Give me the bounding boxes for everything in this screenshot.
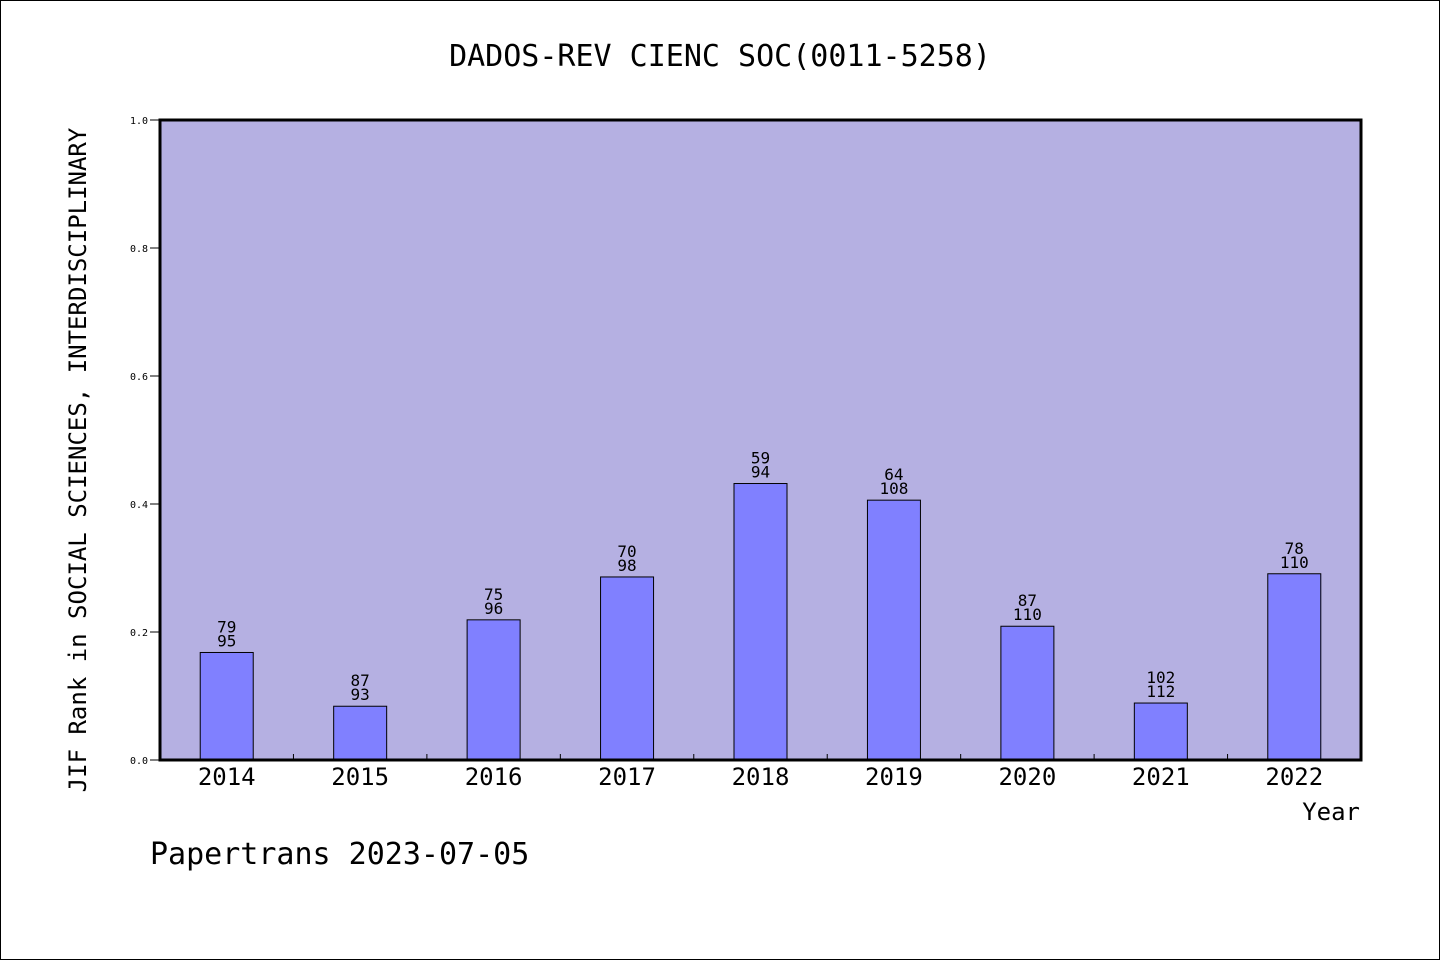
x-axis-label: Year	[1302, 798, 1360, 826]
bar-rank-label: 70	[617, 542, 636, 561]
bar-total-label: 94	[751, 463, 770, 482]
bar-2014	[199, 651, 254, 761]
bar-total-label: 95	[217, 631, 236, 650]
y-tick-label: 0.4	[130, 500, 148, 511]
bar-total-label: 93	[351, 685, 370, 704]
bar-2018	[733, 483, 788, 761]
bar-2021	[1133, 702, 1188, 761]
x-tick-label: 2018	[732, 763, 790, 791]
bar-rank-label: 87	[1018, 591, 1037, 610]
y-tick-label: 0.2	[130, 628, 148, 639]
x-tick-label: 2015	[331, 763, 389, 791]
x-tick-label: 2020	[998, 763, 1056, 791]
bar-total-label: 108	[879, 479, 908, 498]
bar-2019	[866, 499, 921, 761]
bar-rank-label: 87	[351, 671, 370, 690]
bar-rank-label: 75	[484, 585, 503, 604]
y-tick-label: 0.6	[130, 372, 148, 383]
y-axis: 0.0 0.2 0.4 0.6 0.8 1.0	[130, 116, 160, 767]
bar-2020	[1000, 625, 1055, 761]
bar-total-label: 110	[1280, 553, 1309, 572]
plot-frame	[158, 118, 1363, 762]
bars-group	[199, 483, 1322, 761]
x-axis: 2014 2015 2016 2017 2018 2019 2020 2021 2022	[198, 754, 1323, 791]
bar-total-label: 98	[617, 556, 636, 575]
y-axis-label: JIF Rank in SOCIAL SCIENCES, INTERDISCIP…	[64, 127, 92, 792]
x-tick-label: 2014	[198, 763, 256, 791]
bar-rank-label: 79	[217, 617, 236, 636]
footer-text: Papertrans 2023-07-05	[150, 837, 529, 872]
bar-rank-label: 64	[884, 465, 903, 484]
bar-2015	[333, 705, 388, 761]
bar-total-label: 110	[1013, 605, 1042, 624]
x-tick-label: 2019	[865, 763, 923, 791]
x-tick-label: 2021	[1132, 763, 1190, 791]
chart-title: DADOS-REV CIENC SOC(0011-5258)	[449, 39, 991, 74]
bar-2022	[1267, 573, 1322, 761]
bar-total-label: 96	[484, 599, 503, 618]
bar-rank-label: 78	[1285, 539, 1304, 558]
bar-rank-label: 59	[751, 449, 770, 468]
bar-2017	[600, 576, 655, 761]
x-tick-label: 2017	[598, 763, 656, 791]
x-tick-label: 2022	[1265, 763, 1323, 791]
bar-total-label: 112	[1146, 682, 1175, 701]
x-tick-label: 2016	[465, 763, 523, 791]
bar-2016	[466, 619, 521, 761]
y-tick-label: 0.0	[130, 756, 148, 767]
y-tick-label: 1.0	[130, 116, 148, 127]
bar-rank-label: 102	[1146, 668, 1175, 687]
y-tick-label: 0.8	[130, 244, 148, 255]
